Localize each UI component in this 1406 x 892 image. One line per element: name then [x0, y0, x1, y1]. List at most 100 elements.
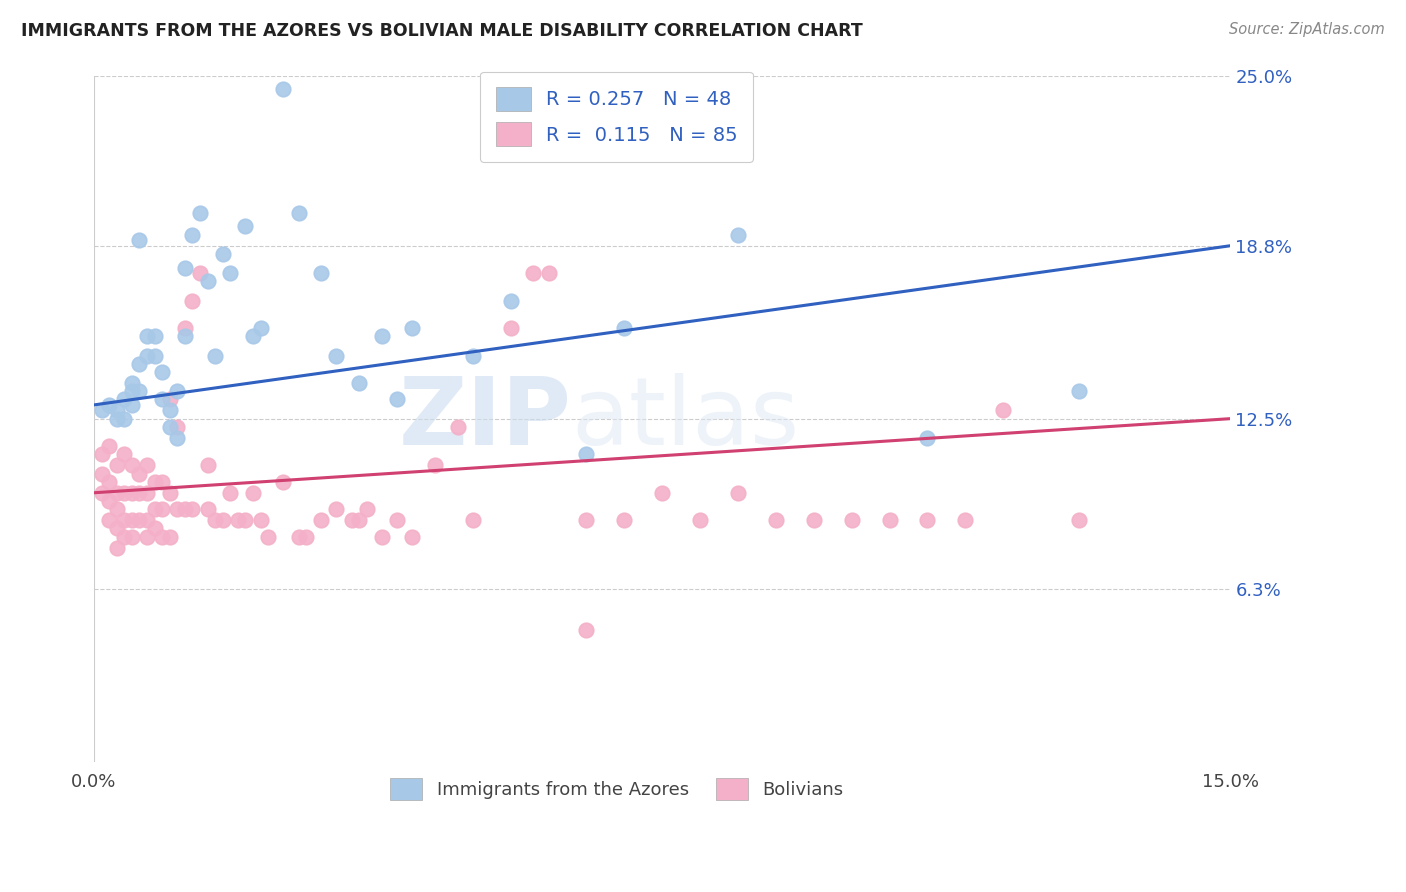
Point [150, 392, 173, 407]
Point [121, 398, 143, 412]
Point [613, 321, 636, 335]
Point [235, 219, 257, 234]
Point [128, 467, 150, 481]
Point [197, 502, 219, 516]
Point [917, 513, 939, 527]
Point [105, 458, 128, 473]
Point [121, 530, 143, 544]
Point [143, 329, 166, 343]
Point [112, 392, 135, 407]
Point [575, 447, 598, 461]
Point [128, 513, 150, 527]
Point [150, 530, 173, 544]
Point [879, 513, 901, 527]
Point [136, 329, 159, 343]
Point [197, 458, 219, 473]
Point [955, 513, 977, 527]
Point [461, 349, 484, 363]
Point [340, 513, 363, 527]
Point [173, 260, 195, 275]
Point [522, 266, 544, 280]
Point [371, 329, 394, 343]
Point [651, 485, 673, 500]
Point [242, 329, 264, 343]
Point [143, 349, 166, 363]
Point [136, 485, 159, 500]
Point [159, 485, 181, 500]
Point [575, 623, 598, 637]
Point [112, 530, 135, 544]
Text: ZIP: ZIP [398, 373, 571, 465]
Point [112, 485, 135, 500]
Point [917, 431, 939, 445]
Point [128, 357, 150, 371]
Point [309, 513, 332, 527]
Point [273, 82, 295, 96]
Point [347, 513, 370, 527]
Point [325, 502, 347, 516]
Point [98, 475, 121, 489]
Point [173, 321, 195, 335]
Point [143, 502, 166, 516]
Point [181, 227, 204, 242]
Point [188, 206, 211, 220]
Point [105, 521, 128, 535]
Point [181, 502, 204, 516]
Point [249, 513, 271, 527]
Point [188, 266, 211, 280]
Point [181, 293, 204, 308]
Point [613, 513, 636, 527]
Point [765, 513, 787, 527]
Point [249, 321, 271, 335]
Point [803, 513, 825, 527]
Point [121, 485, 143, 500]
Point [90, 403, 112, 417]
Point [727, 485, 749, 500]
Point [105, 485, 128, 500]
Point [121, 384, 143, 399]
Point [211, 513, 233, 527]
Point [121, 376, 143, 390]
Point [173, 329, 195, 343]
Legend: Immigrants from the Azores, Bolivians: Immigrants from the Azores, Bolivians [375, 764, 858, 814]
Point [159, 530, 181, 544]
Point [112, 411, 135, 425]
Point [242, 485, 264, 500]
Text: IMMIGRANTS FROM THE AZORES VS BOLIVIAN MALE DISABILITY CORRELATION CHART: IMMIGRANTS FROM THE AZORES VS BOLIVIAN M… [21, 22, 863, 40]
Point [90, 467, 112, 481]
Point [128, 384, 150, 399]
Point [121, 458, 143, 473]
Point [287, 206, 309, 220]
Point [150, 475, 173, 489]
Point [273, 475, 295, 489]
Point [197, 274, 219, 288]
Point [173, 502, 195, 516]
Text: Source: ZipAtlas.com: Source: ZipAtlas.com [1229, 22, 1385, 37]
Point [499, 293, 522, 308]
Point [499, 321, 522, 335]
Point [166, 384, 188, 399]
Point [211, 247, 233, 261]
Point [121, 513, 143, 527]
Point [385, 392, 408, 407]
Text: atlas: atlas [571, 373, 800, 465]
Point [105, 411, 128, 425]
Point [98, 494, 121, 508]
Point [309, 266, 332, 280]
Point [219, 485, 242, 500]
Point [112, 513, 135, 527]
Point [143, 475, 166, 489]
Point [219, 266, 242, 280]
Point [423, 458, 446, 473]
Point [98, 513, 121, 527]
Point [150, 502, 173, 516]
Point [401, 321, 423, 335]
Point [166, 420, 188, 434]
Point [356, 502, 378, 516]
Point [90, 485, 112, 500]
Point [136, 530, 159, 544]
Point [143, 521, 166, 535]
Point [128, 233, 150, 247]
Point [159, 392, 181, 407]
Point [112, 447, 135, 461]
